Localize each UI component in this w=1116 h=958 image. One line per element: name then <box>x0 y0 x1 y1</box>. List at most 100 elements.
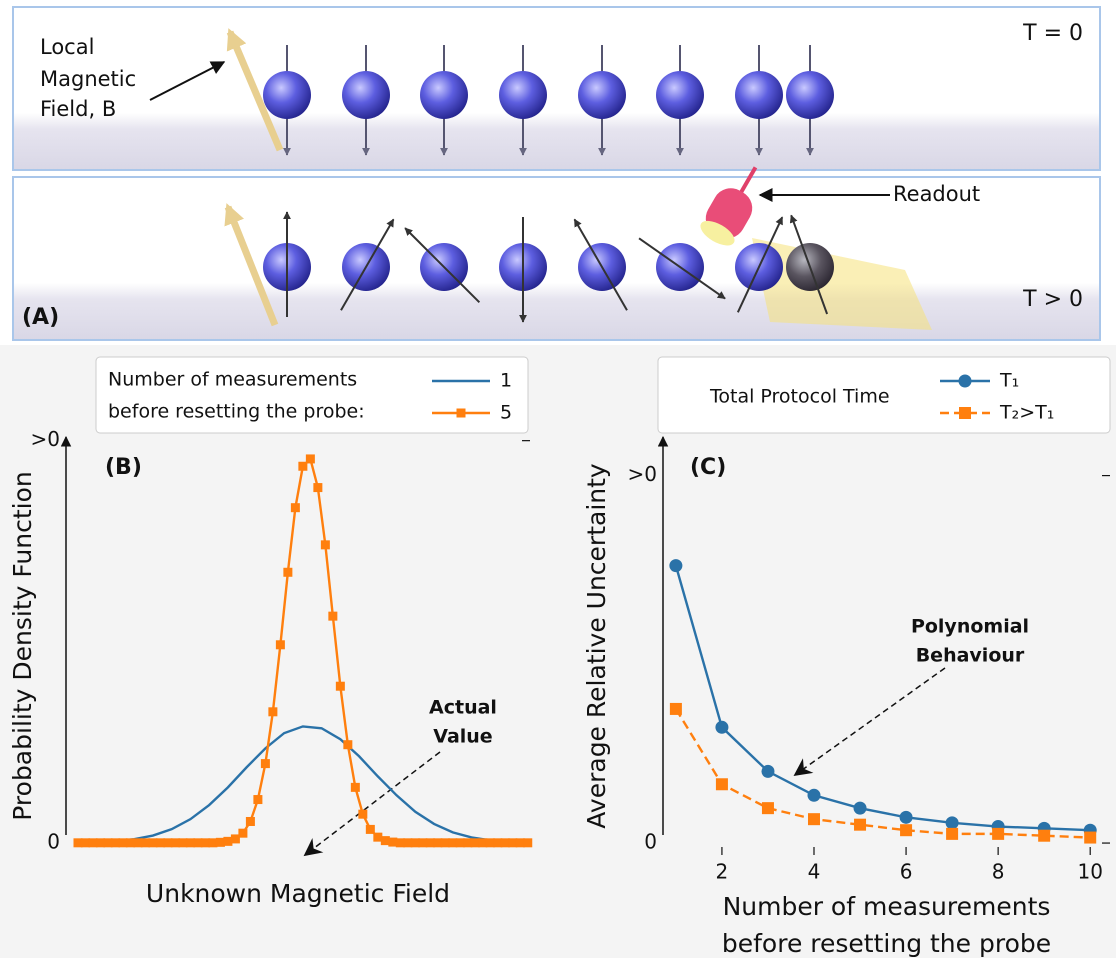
y-axis-label: Average Relative Uncertainty <box>582 463 611 829</box>
time-label: T = 0 <box>1022 21 1083 46</box>
marker <box>500 838 510 848</box>
marker <box>238 828 248 838</box>
field-arrow <box>224 203 279 327</box>
y-tick-label: 0 <box>47 829 60 853</box>
marker <box>313 483 323 493</box>
annotation-arrow <box>793 667 946 777</box>
panel-label: (B) <box>105 455 142 480</box>
marker <box>433 838 443 848</box>
y-tick-label: >0 <box>31 427 60 451</box>
y-axis-label: Probability Density Function <box>8 471 37 820</box>
x-tick-label: 8 <box>992 860 1005 884</box>
marker <box>230 834 240 844</box>
top-scene <box>12 6 1101 171</box>
marker <box>425 838 435 848</box>
spin <box>340 218 395 311</box>
field-label: Local <box>40 35 94 59</box>
x-tick-label: 6 <box>900 860 913 884</box>
legend <box>657 356 1111 434</box>
marker <box>358 809 368 819</box>
marker <box>110 838 120 848</box>
legend-marker <box>958 374 972 388</box>
qubit <box>656 71 704 119</box>
marker <box>253 795 263 805</box>
qubit <box>263 71 311 119</box>
marker <box>245 816 255 826</box>
y-tick-label: 0 <box>644 830 657 854</box>
marker <box>508 838 518 848</box>
marker <box>125 838 135 848</box>
marker <box>669 702 682 715</box>
series-line <box>77 725 528 844</box>
legend-label: T₂>T₁ <box>999 402 1054 424</box>
marker <box>350 782 360 792</box>
marker <box>343 740 353 750</box>
legend <box>95 356 529 434</box>
legend-marker <box>959 407 971 419</box>
marker <box>200 838 210 848</box>
annotation: Polynomial <box>911 616 1029 638</box>
marker <box>388 837 398 847</box>
annotation: Behaviour <box>916 645 1025 667</box>
marker <box>185 838 195 848</box>
spin <box>789 214 829 315</box>
marker <box>478 838 488 848</box>
marker <box>899 810 913 824</box>
qubit <box>735 71 783 119</box>
spin <box>736 216 784 313</box>
marker <box>515 838 525 848</box>
marker <box>807 788 821 802</box>
marker <box>992 827 1005 840</box>
marker <box>715 778 728 791</box>
lower-background <box>0 345 1116 958</box>
marker <box>403 838 413 848</box>
marker <box>946 827 959 840</box>
marker <box>761 764 775 778</box>
x-tick-label: 2 <box>716 860 729 884</box>
x-axis-label: Number of measurements <box>723 892 1051 921</box>
marker <box>761 802 774 815</box>
marker <box>118 838 128 848</box>
marker <box>715 720 729 734</box>
spin <box>573 218 628 311</box>
marker <box>470 838 480 848</box>
marker <box>807 813 820 826</box>
marker <box>80 838 90 848</box>
marker <box>373 832 383 842</box>
x-axis-label: Unknown Magnetic Field <box>146 879 450 908</box>
field-label: Magnetic <box>40 67 136 91</box>
marker <box>140 838 150 848</box>
marker <box>365 824 375 834</box>
field-label: Field, B <box>40 97 116 121</box>
qubit <box>342 71 390 119</box>
x-axis-label: before resetting the probe <box>722 929 1051 958</box>
annotation: Value <box>433 726 492 748</box>
marker <box>335 681 345 691</box>
marker <box>103 838 113 848</box>
marker <box>320 540 330 550</box>
readout-probe <box>700 166 758 246</box>
marker <box>268 707 278 717</box>
panel-label: (C) <box>690 455 726 480</box>
legend-label: 5 <box>500 402 512 424</box>
legend-title: Number of measurements <box>108 369 357 391</box>
legend-label: T₁ <box>999 370 1019 392</box>
marker <box>133 838 143 848</box>
marker <box>88 838 98 848</box>
annotation: Actual <box>429 697 497 719</box>
marker <box>448 838 458 848</box>
series-line <box>674 708 1091 839</box>
legend-title: Total Protocol Time <box>709 386 890 408</box>
marker <box>170 838 180 848</box>
spin <box>404 227 481 304</box>
marker <box>463 838 473 848</box>
marker <box>493 838 503 848</box>
marker <box>523 838 533 848</box>
marker <box>208 838 218 848</box>
readout-label: Readout <box>893 182 980 206</box>
marker <box>193 838 203 848</box>
qubit <box>499 71 547 119</box>
field-arrow <box>226 28 284 152</box>
